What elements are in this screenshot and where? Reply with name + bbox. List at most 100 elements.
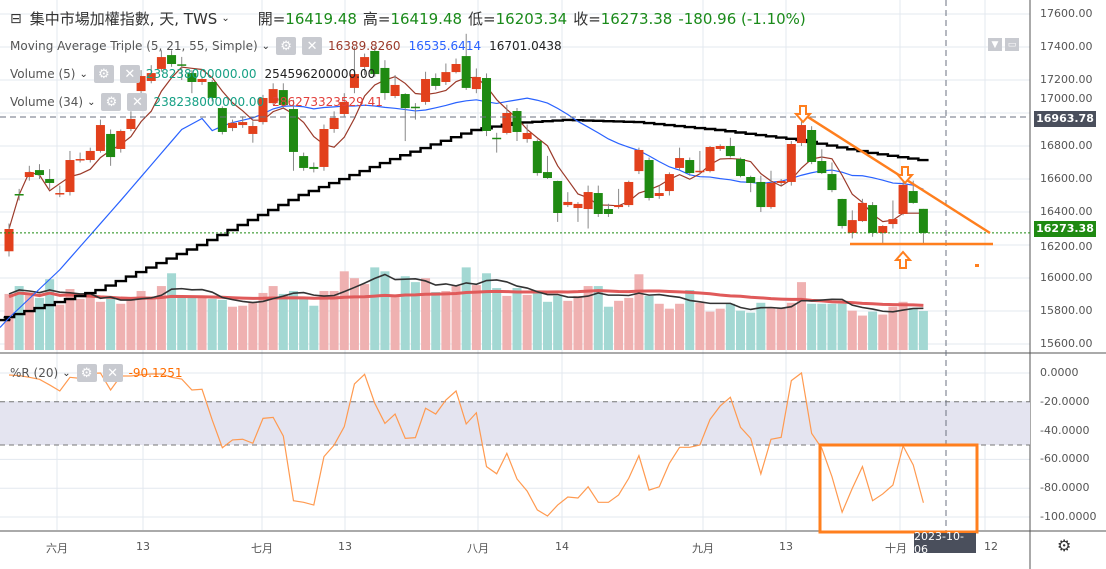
- candle: [146, 73, 156, 81]
- candle: [705, 146, 715, 172]
- candle: [725, 146, 735, 157]
- volume-bar: [441, 290, 451, 350]
- candle: [65, 160, 75, 193]
- chevron-down-icon[interactable]: ⌄: [261, 40, 271, 52]
- volume-bar: [817, 303, 827, 350]
- candle: [644, 160, 654, 198]
- volume-bar: [126, 298, 136, 350]
- candle: [624, 181, 634, 206]
- candle: [471, 77, 481, 90]
- gear-icon[interactable]: ⚙: [101, 93, 122, 111]
- wr-tick-label: -100.0000: [1040, 510, 1097, 523]
- wr-label[interactable]: %R (20): [10, 366, 59, 380]
- close-value: 16273.38: [600, 9, 673, 28]
- candle: [593, 193, 603, 214]
- volume-bar: [156, 286, 166, 350]
- candle: [248, 126, 258, 134]
- volume-bar: [75, 298, 85, 350]
- candle: [888, 219, 898, 225]
- candle: [177, 64, 187, 66]
- vol34-legend: Volume (34) ⌄ ⚙ ✕ 238238000000.00 28627332…: [10, 93, 391, 111]
- ma-label[interactable]: Moving Average Triple (5, 21, 55, Simple…: [10, 39, 258, 53]
- volume-bar: [14, 286, 24, 350]
- gear-icon[interactable]: ⚙: [93, 65, 114, 83]
- candle: [410, 106, 420, 109]
- volume-bar: [583, 286, 593, 350]
- close-icon[interactable]: ✕: [102, 364, 123, 382]
- candle: [106, 133, 116, 158]
- maximize-pane-icon[interactable]: ▭: [1005, 38, 1019, 51]
- candle: [187, 73, 197, 82]
- time-tick-label: 13: [338, 540, 352, 553]
- chevron-down-icon[interactable]: ⌄: [79, 68, 88, 80]
- volume-bar: [370, 267, 380, 350]
- candle: [370, 50, 380, 75]
- candle: [786, 144, 796, 182]
- scroll-down-icon[interactable]: ▼: [988, 38, 1002, 51]
- chevron-down-icon[interactable]: ⌄: [87, 96, 96, 108]
- volume-bar: [512, 288, 522, 350]
- chevron-down-icon[interactable]: ⌄: [62, 367, 71, 379]
- vol34-label[interactable]: Volume (34): [10, 95, 84, 109]
- williams-r-line: [8, 371, 924, 517]
- volume-bar: [542, 301, 552, 350]
- candle: [258, 97, 268, 123]
- price-tick-label: 15600.00: [1040, 337, 1093, 350]
- volume-bar: [167, 273, 177, 350]
- volume-bar: [736, 310, 746, 350]
- volume-bar: [45, 279, 55, 350]
- volume-bar: [116, 303, 126, 350]
- volume-bar: [908, 307, 918, 350]
- symbol-title[interactable]: 集中市場加權指數, 天, TWS: [29, 10, 218, 28]
- volume-bar: [339, 271, 349, 350]
- volume-bar: [471, 285, 481, 350]
- volume-bar: [918, 310, 928, 350]
- volume-bar: [857, 315, 867, 350]
- volume-bar: [400, 276, 410, 350]
- volume-bar: [268, 286, 278, 350]
- close-icon[interactable]: ✕: [119, 65, 140, 83]
- volume-bar: [238, 305, 248, 350]
- close-icon[interactable]: ✕: [127, 93, 148, 111]
- arrow-down-icon: [895, 166, 915, 185]
- chevron-down-icon[interactable]: ⌄: [221, 13, 230, 24]
- candle: [715, 146, 725, 149]
- candle: [908, 191, 918, 203]
- volume-bar: [593, 286, 603, 350]
- gear-icon[interactable]: ⚙: [276, 37, 297, 55]
- candle: [817, 161, 827, 174]
- volume-bar: [329, 290, 339, 350]
- volume-bar: [624, 297, 634, 350]
- price-tick-label: 17000.00: [1040, 92, 1093, 105]
- crosshair-date-tag: 2023-10-06: [914, 530, 976, 556]
- volume-bar: [146, 296, 156, 350]
- time-tick-label: 13: [136, 540, 150, 553]
- volume-bar: [319, 290, 329, 350]
- candle: [918, 208, 928, 233]
- candle: [695, 170, 705, 173]
- volume-bar: [847, 310, 857, 350]
- volume-bar: [410, 282, 420, 350]
- vol5-label[interactable]: Volume (5): [10, 67, 76, 81]
- vol5-legend: Volume (5) ⌄ ⚙ ✕ 238238000000.00 254596200…: [10, 65, 383, 83]
- volume-bar: [776, 307, 786, 350]
- close-label: 收=: [573, 10, 601, 28]
- settings-gear-icon[interactable]: ⚙: [1057, 536, 1072, 555]
- volume-bar: [603, 306, 613, 350]
- candle: [553, 180, 563, 213]
- volume-bar: [888, 306, 898, 350]
- candle: [796, 125, 806, 144]
- volume-bar: [563, 300, 573, 350]
- candle: [4, 228, 14, 252]
- candle: [573, 203, 583, 209]
- candle: [45, 179, 55, 183]
- close-icon[interactable]: ✕: [302, 37, 323, 55]
- candle: [421, 79, 431, 102]
- time-tick-label: 12: [984, 540, 998, 553]
- candle: [857, 202, 867, 222]
- collapse-icon[interactable]: ⊟: [10, 10, 22, 27]
- gear-icon[interactable]: ⚙: [76, 364, 97, 382]
- volume-bar: [807, 303, 817, 350]
- wr-tick-label: -80.0000: [1040, 481, 1090, 495]
